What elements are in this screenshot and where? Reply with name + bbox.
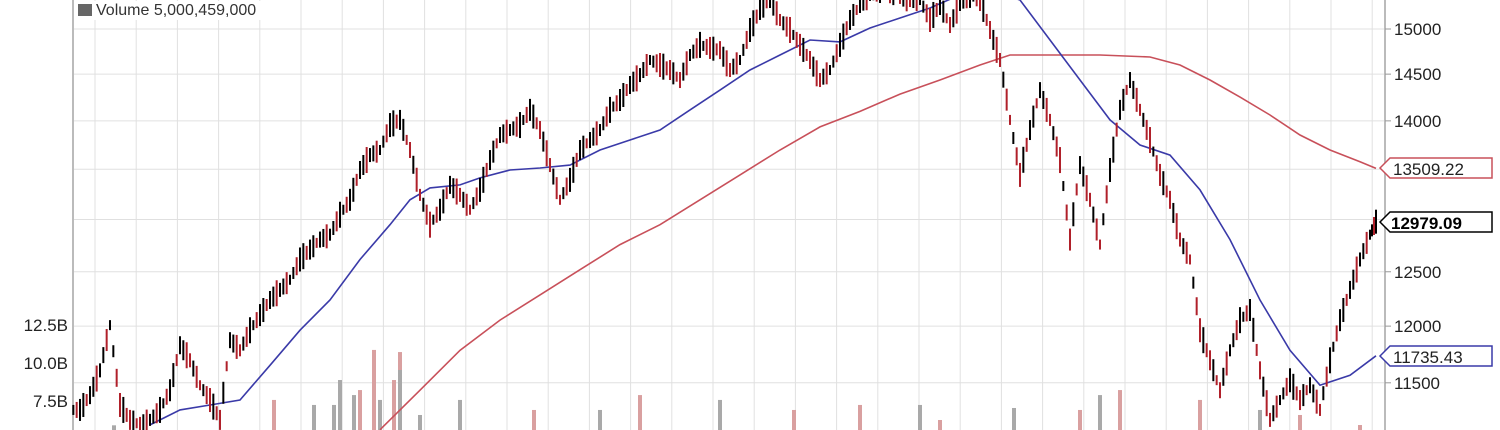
volume-bar (532, 409, 536, 430)
volume-bar (1012, 407, 1016, 430)
volume-axis-label: 7.5B (33, 392, 68, 411)
price-axis-label: 14000 (1394, 112, 1441, 131)
volume-bar (338, 380, 342, 430)
price-axis-label: 15000 (1394, 20, 1441, 39)
volume-bar (458, 399, 462, 430)
volume-bar (398, 369, 402, 430)
volume-bar (858, 404, 862, 430)
volume-bar (358, 390, 362, 430)
volume-bar (332, 404, 336, 430)
volume-bar (792, 409, 796, 430)
volume-bar (312, 404, 316, 430)
tag-ma-long-value: 13509.22 (1393, 160, 1464, 179)
price-axis-label: 12500 (1394, 263, 1441, 282)
volume-bar (372, 349, 376, 430)
volume-axis-label: 12.5B (24, 316, 68, 335)
tag-ma-short: 11735.43 (1378, 345, 1493, 367)
volume-bar (918, 404, 922, 430)
tag-close-value: 12979.09 (1391, 214, 1462, 233)
moving-average-short (149, 0, 1377, 426)
volume-bar (1298, 414, 1302, 430)
volume-legend-icon (78, 4, 92, 16)
price-axis-label: 11500 (1394, 374, 1440, 393)
volume-bar (392, 380, 396, 430)
volume-bar (112, 425, 116, 430)
volume-legend: Volume 5,000,459,000 (76, 1, 266, 20)
ma-long-line (379, 54, 1377, 430)
volume-bars (112, 349, 1362, 430)
volume-bar (1078, 409, 1082, 430)
price-axis-label: 12000 (1394, 317, 1441, 336)
price-axis-label: 14500 (1394, 65, 1441, 84)
grid (72, 0, 1386, 430)
volume-bar (1098, 395, 1102, 430)
volume-bar (352, 395, 356, 430)
price-bars (72, 0, 1377, 430)
volume-axis-label: 10.0B (24, 354, 68, 373)
volume-bar (1358, 425, 1362, 430)
volume-bar (272, 399, 276, 430)
volume-bar (1118, 390, 1122, 430)
tag-ma-long: 13509.22 (1378, 157, 1493, 179)
volume-bar (598, 409, 602, 430)
axes: 15000 14500 14000 12500 12000 11500 12.5B 10.0B… (24, 20, 1442, 411)
volume-bar (1258, 409, 1262, 430)
volume-legend-bg (76, 1, 266, 20)
volume-bar (1198, 399, 1202, 430)
volume-bar (718, 399, 722, 430)
volume-bar (638, 395, 642, 430)
volume-bar (378, 399, 382, 430)
moving-average-long (379, 54, 1377, 430)
volume-bar (418, 414, 422, 430)
tag-close: 12979.09 (1378, 211, 1493, 233)
tag-ma-short-value: 11735.43 (1393, 348, 1463, 367)
ma-short-line (149, 0, 1377, 426)
volume-legend-label: Volume 5,000,459,000 (96, 2, 256, 19)
volume-bar (938, 420, 942, 430)
